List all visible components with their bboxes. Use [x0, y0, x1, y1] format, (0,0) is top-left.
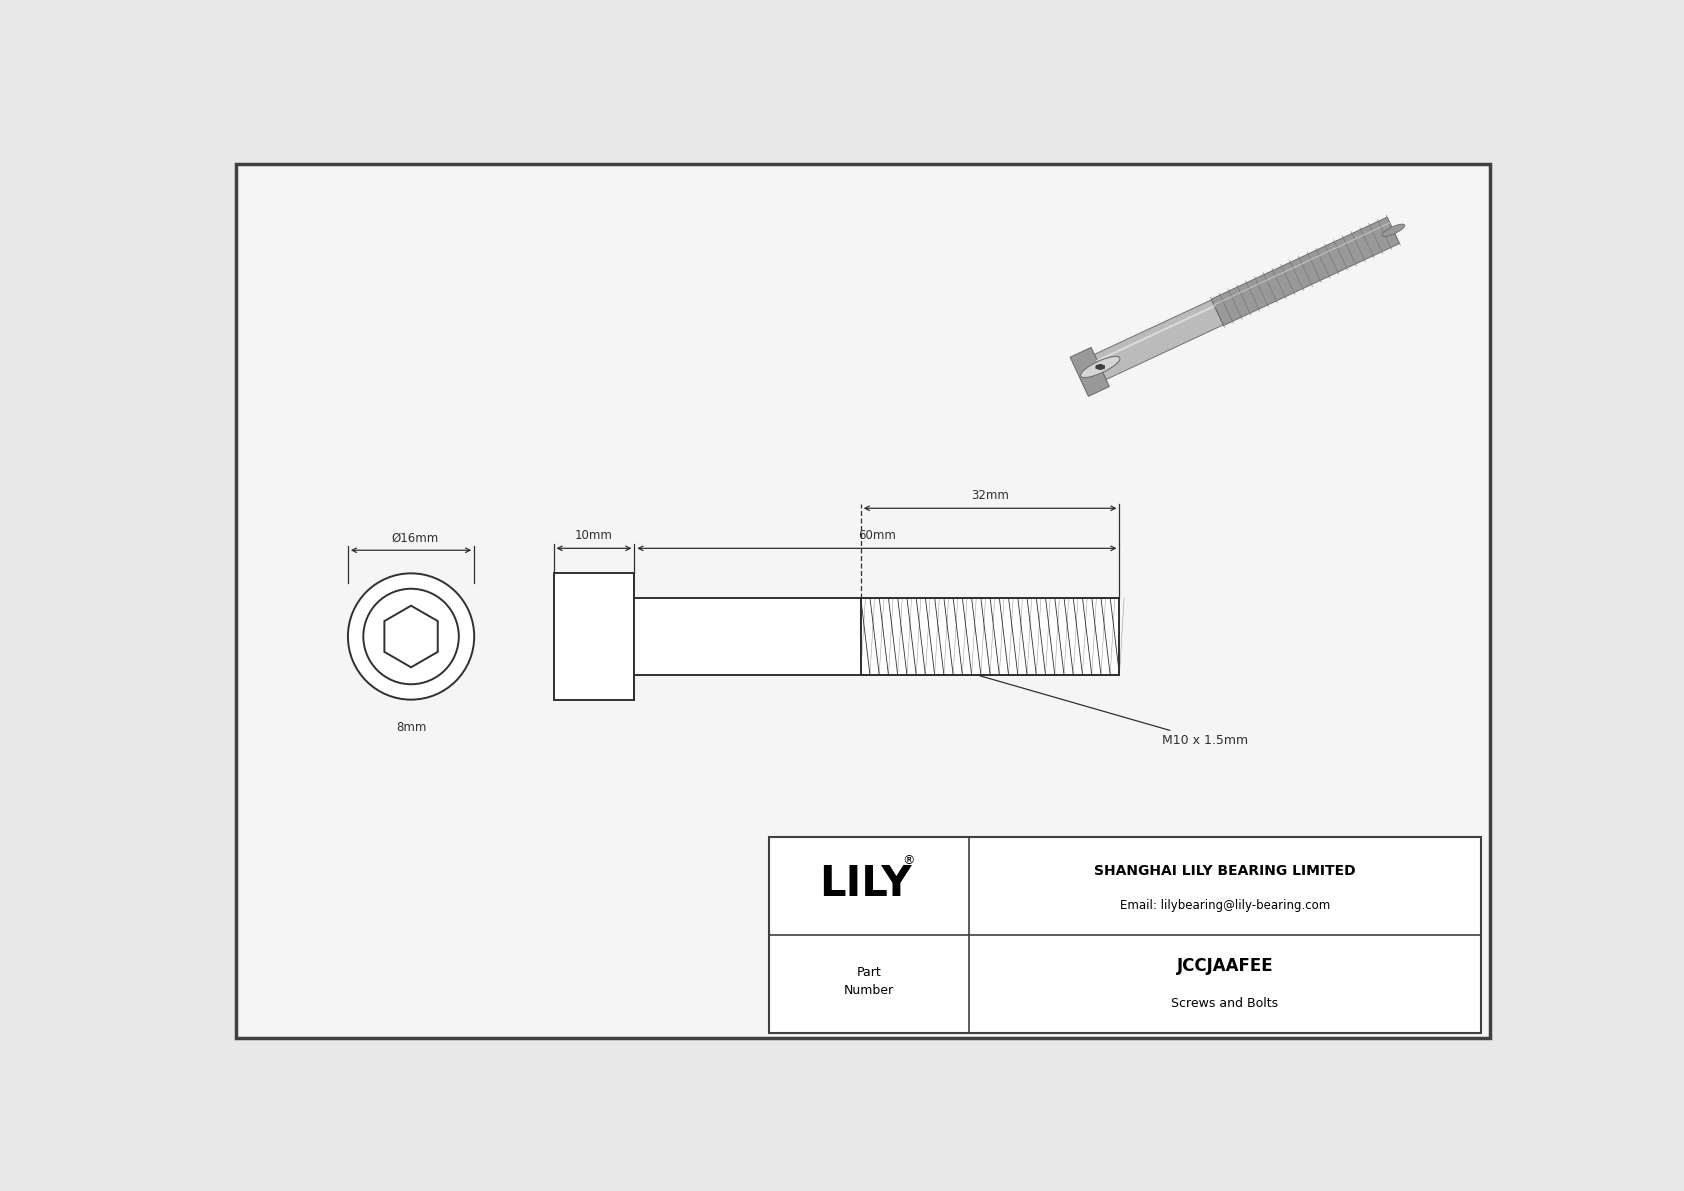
Ellipse shape: [1383, 224, 1404, 237]
Bar: [770, 837, 1482, 1033]
Bar: [554, 573, 635, 700]
Text: 8mm: 8mm: [396, 722, 426, 734]
Bar: [635, 598, 861, 675]
Text: M10 x 1.5mm: M10 x 1.5mm: [980, 675, 1248, 747]
Polygon shape: [1211, 217, 1399, 325]
Text: Ø16mm: Ø16mm: [391, 532, 438, 544]
Circle shape: [364, 588, 458, 685]
Bar: [861, 598, 1120, 675]
Polygon shape: [1095, 300, 1223, 380]
Circle shape: [349, 573, 475, 699]
Text: JCCJAAFEE: JCCJAAFEE: [1177, 958, 1273, 975]
Text: 60mm: 60mm: [857, 529, 896, 542]
Polygon shape: [384, 606, 438, 667]
Text: Email: lilybearing@lily-bearing.com: Email: lilybearing@lily-bearing.com: [1120, 899, 1330, 912]
Text: ®: ®: [903, 854, 914, 867]
Text: 10mm: 10mm: [574, 529, 613, 542]
Text: LILY: LILY: [818, 862, 911, 905]
Ellipse shape: [1081, 356, 1120, 378]
Polygon shape: [1096, 364, 1105, 369]
Polygon shape: [1069, 348, 1110, 397]
Text: Screws and Bolts: Screws and Bolts: [1172, 997, 1278, 1010]
Text: Part
Number: Part Number: [844, 966, 894, 998]
Text: SHANGHAI LILY BEARING LIMITED: SHANGHAI LILY BEARING LIMITED: [1095, 863, 1356, 878]
Text: 32mm: 32mm: [972, 490, 1009, 503]
